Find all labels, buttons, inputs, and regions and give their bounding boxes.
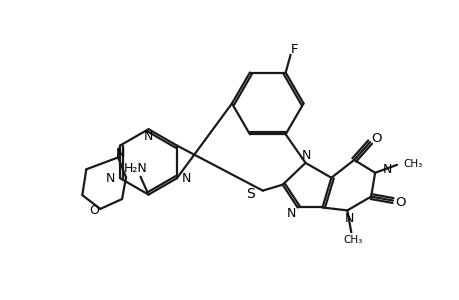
Text: S: S bbox=[246, 187, 254, 201]
Text: N: N bbox=[181, 172, 191, 185]
Text: CH₃: CH₃ bbox=[343, 235, 362, 245]
Text: O: O bbox=[89, 204, 99, 218]
Text: F: F bbox=[290, 43, 298, 56]
Text: N: N bbox=[344, 212, 353, 225]
Text: CH₃: CH₃ bbox=[402, 159, 421, 169]
Text: N: N bbox=[115, 147, 124, 160]
Text: H₂N: H₂N bbox=[123, 162, 147, 175]
Text: N: N bbox=[106, 172, 115, 185]
Text: O: O bbox=[395, 196, 405, 209]
Text: O: O bbox=[370, 132, 381, 145]
Text: N: N bbox=[286, 207, 296, 220]
Text: N: N bbox=[382, 163, 392, 176]
Text: N: N bbox=[301, 149, 311, 162]
Text: N: N bbox=[144, 130, 153, 142]
